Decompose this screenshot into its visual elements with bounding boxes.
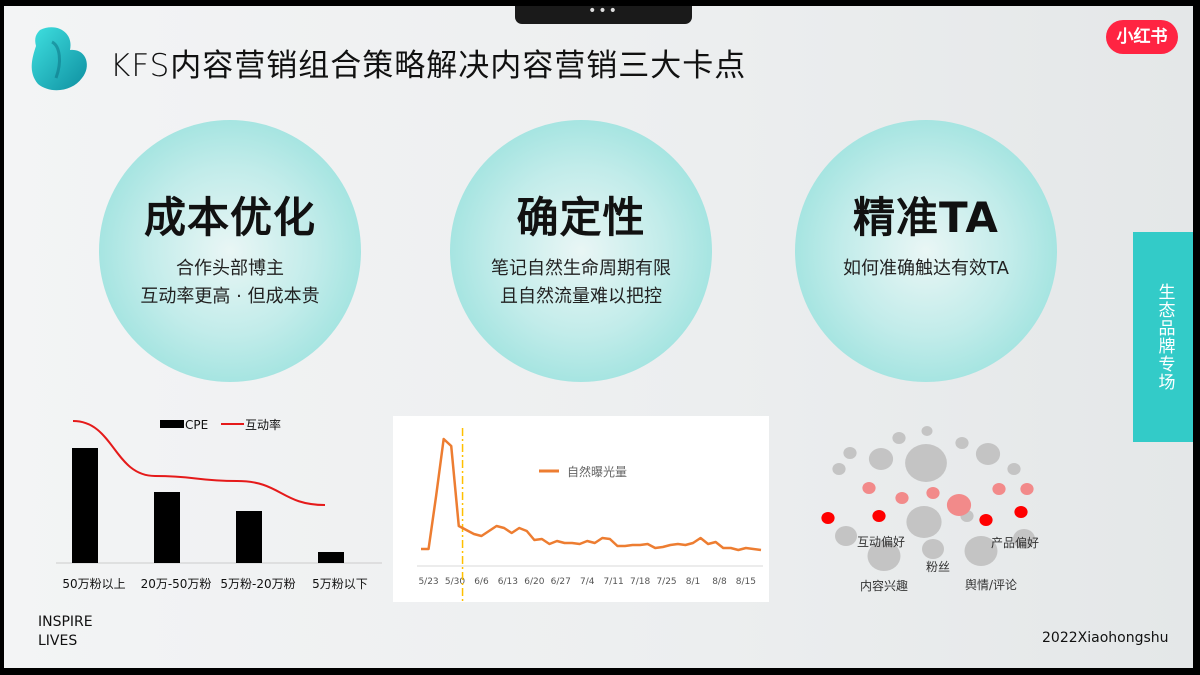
pillar-line: 互动率更高 · 但成本贵 xyxy=(140,286,320,307)
bubble xyxy=(862,482,876,494)
bubble xyxy=(892,432,906,444)
bubble xyxy=(1013,529,1035,549)
bar xyxy=(318,552,344,563)
x-tick-label: 8/1 xyxy=(686,577,700,587)
x-tick-label: 8/15 xyxy=(736,577,756,587)
exposure-line xyxy=(421,437,762,552)
pillar-cost: 成本优化 合作头部博主 互动率更高 · 但成本贵 xyxy=(99,120,361,382)
bubble xyxy=(843,447,857,459)
x-tick-label: 5万粉-20万粉 xyxy=(220,577,295,591)
rate-line xyxy=(72,420,326,506)
bubble xyxy=(1020,483,1034,495)
inspire-lives-text: INSPIRE LIVES xyxy=(38,613,93,651)
x-tick-label: 6/13 xyxy=(498,577,518,587)
bubble-label: 互动偏好 xyxy=(857,534,905,549)
window-handle[interactable]: ••• xyxy=(515,6,692,24)
bubble xyxy=(821,512,835,524)
pillar-certainty: 确定性 笔记自然生命周期有限 且自然流量难以把控 xyxy=(450,120,712,382)
bubble xyxy=(955,437,969,449)
bubble-label: 粉丝 xyxy=(926,560,950,574)
bubble xyxy=(835,526,857,546)
page-title: KFS内容营销组合策略解决内容营销三大卡点 xyxy=(110,48,747,84)
x-tick-label: 8/8 xyxy=(712,577,727,587)
bubble xyxy=(979,514,993,526)
bubble-label: 舆情/评论 xyxy=(965,577,1017,592)
brand-logo-icon xyxy=(31,27,87,91)
legend-label: 自然曝光量 xyxy=(567,464,627,479)
x-tick-label: 7/4 xyxy=(580,577,595,587)
pillar-line: 笔记自然生命周期有限 xyxy=(491,258,671,279)
bubble xyxy=(922,539,944,559)
x-tick-label: 20万-50万粉 xyxy=(141,577,212,591)
bubble xyxy=(975,443,1001,465)
bubble xyxy=(867,541,901,571)
bubble-label: 产品偏好 xyxy=(991,535,1039,550)
pillar-heading: 成本优化 xyxy=(143,193,316,242)
bubble xyxy=(868,448,894,470)
footer-brand: 2022Xiaohongshu xyxy=(1042,630,1169,646)
x-tick-label: 6/27 xyxy=(551,577,571,587)
bubble xyxy=(1014,506,1028,518)
footer-line: LIVES xyxy=(38,633,78,649)
slide: ••• KFS内容营销组合策略解决内容营销三大卡点 小红书 生态品牌专场 成本优… xyxy=(4,6,1193,668)
bubble xyxy=(946,494,972,516)
x-tick-label: 5/30 xyxy=(445,577,465,587)
bubble xyxy=(926,487,940,499)
pillar-precise-ta: 精准TA 如何准确触达有效TA xyxy=(795,120,1057,382)
bubble xyxy=(1007,463,1021,475)
x-tick-label: 6/6 xyxy=(474,577,489,587)
pillar-heading: 精准TA xyxy=(853,193,999,242)
x-tick-label: 5万粉以下 xyxy=(312,577,368,591)
side-tab[interactable]: 生态品牌专场 xyxy=(1133,232,1193,442)
x-tick-label: 7/18 xyxy=(630,577,650,587)
bubble xyxy=(921,426,933,436)
footer-line: INSPIRE xyxy=(38,614,93,630)
pillar-line: 如何准确触达有效TA xyxy=(843,258,1009,279)
legend-swatch-cpe xyxy=(160,420,184,428)
legend-label-rate: 互动率 xyxy=(245,417,281,432)
x-tick-label: 6/20 xyxy=(524,577,544,587)
exposure-line-chart: 5/23 5/30 6/6 6/13 6/20 6/27 7/4 7/11 7/18 7/25 8/… xyxy=(417,428,763,602)
cpe-bar-chart: 50万粉以上 20万-50万粉 5万粉-20万粉 5万粉以下 CPE 互动率 xyxy=(56,417,382,591)
bubble-label: 内容兴趣 xyxy=(860,578,908,593)
bubble xyxy=(832,463,846,475)
bubble xyxy=(872,510,886,522)
pillar-line: 合作头部博主 xyxy=(176,258,284,279)
pillar-heading: 确定性 xyxy=(516,193,646,242)
bubble xyxy=(905,444,947,482)
bubble xyxy=(895,492,909,504)
bubble xyxy=(906,506,942,538)
bubble xyxy=(992,483,1006,495)
exposure-chart-panel: 5/23 5/30 6/6 6/13 6/20 6/27 7/4 7/11 7/18 7/25 8/… xyxy=(393,416,769,602)
legend-label-cpe: CPE xyxy=(185,418,208,432)
xiaohongshu-badge: 小红书 xyxy=(1106,20,1178,54)
bubble xyxy=(964,536,998,566)
bar xyxy=(154,492,180,563)
pillar-line: 且自然流量难以把控 xyxy=(500,286,662,307)
bar xyxy=(236,511,262,563)
x-tick-label: 5/23 xyxy=(418,577,438,587)
x-tick-label: 7/11 xyxy=(604,577,624,587)
bar xyxy=(72,448,98,563)
x-tick-label: 7/25 xyxy=(656,577,676,587)
x-tick-label: 50万粉以上 xyxy=(62,577,125,591)
